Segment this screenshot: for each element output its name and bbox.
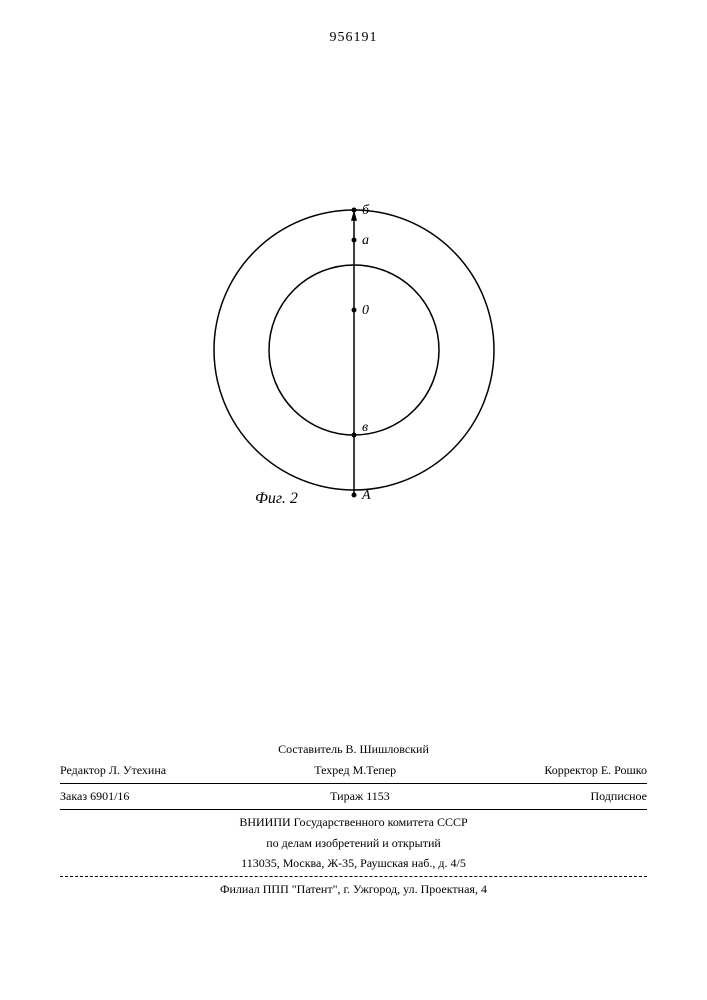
- techred-cell: Техред М.Тепер: [314, 762, 396, 779]
- corrector-label: Корректор: [544, 763, 598, 777]
- org-line2: по делам изобретений и открытий: [60, 833, 647, 854]
- order-row: Заказ 6901/16 Тираж 1153 Подписное: [60, 786, 647, 807]
- editor-label: Редактор: [60, 763, 106, 777]
- org-line1: ВНИИПИ Государственного комитета СССР: [60, 812, 647, 833]
- tirage-cell: Тираж 1153: [330, 788, 390, 805]
- svg-text:б: б: [362, 203, 370, 218]
- editor-cell: Редактор Л. Утехина: [60, 762, 166, 779]
- corrector-cell: Корректор Е. Рошко: [544, 762, 647, 779]
- divider-3: [60, 876, 647, 877]
- footer-block: Составитель В. Шишловский Редактор Л. Ут…: [60, 739, 647, 900]
- figure-caption: Фиг. 2: [255, 490, 298, 508]
- order-label: Заказ: [60, 789, 87, 803]
- address-2: Филиал ППП "Патент", г. Ужгород, ул. Про…: [60, 879, 647, 900]
- svg-text:0: 0: [362, 303, 369, 318]
- techred-name: М.Тепер: [353, 763, 397, 777]
- address-1: 113035, Москва, Ж-35, Раушская наб., д. …: [60, 853, 647, 874]
- divider-2: [60, 809, 647, 810]
- editor-name: Л. Утехина: [109, 763, 166, 777]
- signed-label: Подписное: [590, 788, 647, 805]
- svg-text:a: a: [362, 233, 369, 248]
- compiler-label: Составитель: [278, 742, 342, 756]
- techred-label: Техред: [314, 763, 349, 777]
- compiler-row: Составитель В. Шишловский: [60, 739, 647, 760]
- svg-text:в: в: [362, 420, 368, 435]
- svg-text:A: A: [361, 488, 371, 500]
- divider-1: [60, 783, 647, 784]
- diagram-svg: бa 0 в A: [204, 200, 504, 500]
- diagram: бa 0 в A: [204, 200, 504, 500]
- corrector-name: Е. Рошко: [601, 763, 647, 777]
- document-number: 956191: [330, 30, 378, 46]
- credits-row: Редактор Л. Утехина Техред М.Тепер Корре…: [60, 760, 647, 781]
- tirage-label: Тираж: [330, 789, 363, 803]
- order-number: 6901/16: [90, 789, 129, 803]
- compiler-name: В. Шишловский: [346, 742, 429, 756]
- order-cell: Заказ 6901/16: [60, 788, 129, 805]
- tirage-number: 1153: [366, 789, 390, 803]
